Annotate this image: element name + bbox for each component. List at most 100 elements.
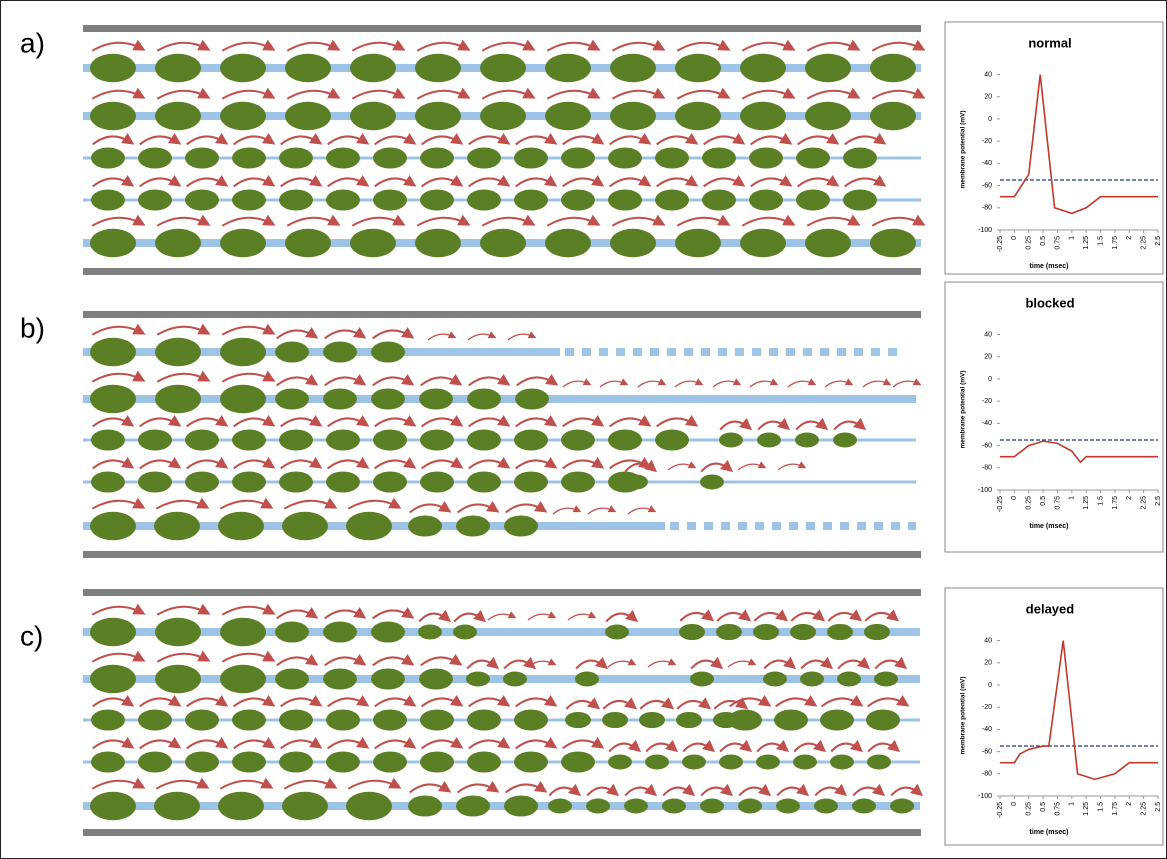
node bbox=[185, 471, 219, 492]
x-tick-label: 0.5 bbox=[1040, 496, 1047, 506]
node bbox=[867, 755, 891, 770]
node bbox=[346, 512, 392, 541]
node bbox=[326, 709, 360, 730]
y-axis-label: membrane potential (mV) bbox=[960, 370, 967, 448]
node bbox=[279, 751, 313, 772]
node bbox=[185, 429, 219, 450]
node bbox=[185, 751, 219, 772]
chart-title: delayed bbox=[1026, 601, 1074, 616]
node bbox=[565, 712, 591, 728]
node bbox=[91, 189, 125, 210]
node bbox=[796, 147, 830, 168]
node bbox=[719, 433, 743, 448]
node bbox=[624, 475, 648, 490]
node bbox=[814, 799, 838, 814]
node bbox=[480, 229, 526, 258]
node bbox=[728, 709, 762, 730]
node bbox=[561, 189, 595, 210]
node bbox=[655, 147, 689, 168]
y-tick-label: -60 bbox=[982, 182, 992, 189]
x-tick-label: 2.25 bbox=[1140, 236, 1147, 250]
node bbox=[467, 429, 501, 450]
node bbox=[655, 189, 689, 210]
chart-title: blocked bbox=[1025, 295, 1074, 310]
node bbox=[514, 147, 548, 168]
node bbox=[185, 147, 219, 168]
node bbox=[700, 475, 724, 490]
node bbox=[655, 429, 689, 450]
node bbox=[373, 709, 407, 730]
node bbox=[866, 709, 900, 730]
node bbox=[624, 799, 648, 814]
x-tick-label: 0.75 bbox=[1054, 802, 1061, 816]
node bbox=[514, 471, 548, 492]
node bbox=[420, 147, 454, 168]
node bbox=[346, 792, 392, 821]
y-tick-label: -40 bbox=[982, 726, 992, 733]
node bbox=[740, 229, 786, 258]
node bbox=[466, 672, 490, 687]
node bbox=[185, 189, 219, 210]
node bbox=[371, 388, 405, 409]
node bbox=[833, 433, 857, 448]
node bbox=[90, 618, 136, 647]
node bbox=[323, 388, 357, 409]
node bbox=[415, 229, 461, 258]
node bbox=[232, 471, 266, 492]
y-tick-label: -100 bbox=[978, 487, 992, 494]
node bbox=[456, 515, 490, 536]
node bbox=[676, 712, 702, 728]
x-tick-label: 1.5 bbox=[1097, 496, 1104, 506]
x-tick-label: -0.25 bbox=[997, 496, 1004, 512]
x-tick-label: 1 bbox=[1069, 802, 1076, 806]
node bbox=[373, 147, 407, 168]
node bbox=[837, 672, 861, 687]
node bbox=[91, 751, 125, 772]
y-tick-label: -80 bbox=[982, 771, 992, 778]
node bbox=[155, 102, 201, 131]
node bbox=[805, 102, 851, 131]
node bbox=[790, 624, 816, 640]
node bbox=[232, 751, 266, 772]
node bbox=[220, 102, 266, 131]
x-axis-label: time (msec) bbox=[1030, 523, 1069, 530]
membrane bbox=[83, 268, 921, 275]
node bbox=[545, 54, 591, 83]
node bbox=[155, 618, 201, 647]
node bbox=[279, 471, 313, 492]
node bbox=[285, 102, 331, 131]
node bbox=[467, 189, 501, 210]
x-tick-label: 1.5 bbox=[1097, 802, 1104, 812]
node bbox=[480, 54, 526, 83]
node bbox=[682, 755, 706, 770]
node bbox=[279, 147, 313, 168]
node bbox=[155, 385, 201, 414]
node bbox=[326, 147, 360, 168]
node bbox=[91, 429, 125, 450]
node bbox=[830, 755, 854, 770]
y-tick-label: 40 bbox=[984, 331, 992, 338]
x-tick-label: 0 bbox=[1011, 496, 1018, 500]
node bbox=[415, 54, 461, 83]
node bbox=[795, 433, 819, 448]
node bbox=[740, 102, 786, 131]
node bbox=[608, 147, 642, 168]
x-tick-label: 1.25 bbox=[1083, 802, 1090, 816]
node bbox=[514, 429, 548, 450]
node bbox=[561, 147, 595, 168]
node bbox=[702, 147, 736, 168]
y-tick-label: 20 bbox=[984, 660, 992, 667]
x-tick-label: 1.75 bbox=[1112, 236, 1119, 250]
node bbox=[326, 189, 360, 210]
node bbox=[279, 709, 313, 730]
figure: a) b) c) normal-100-80-60-40-2002040-0.2… bbox=[0, 0, 1167, 859]
x-tick-label: 2.5 bbox=[1155, 236, 1162, 246]
node bbox=[679, 624, 705, 640]
y-tick-label: -60 bbox=[982, 442, 992, 449]
node bbox=[467, 751, 501, 772]
x-tick-label: 0 bbox=[1011, 802, 1018, 806]
node bbox=[138, 709, 172, 730]
node bbox=[138, 751, 172, 772]
node bbox=[326, 751, 360, 772]
node bbox=[373, 189, 407, 210]
